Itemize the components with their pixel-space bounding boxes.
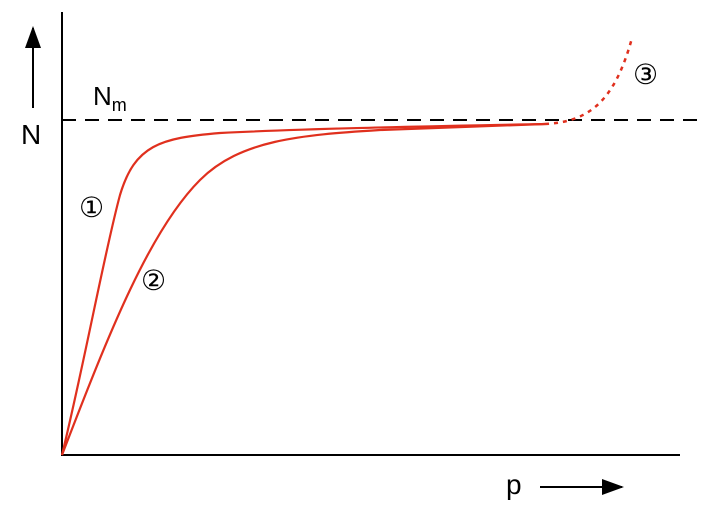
curve-3-dotted	[544, 37, 634, 126]
curve-1	[60, 122, 546, 456]
y-axis-label: N	[21, 119, 41, 150]
curve-2	[60, 122, 546, 456]
curve-3-label: ③	[633, 59, 658, 90]
curve-2-label: ②	[141, 265, 166, 296]
plateau-label-sub: m	[112, 95, 127, 115]
curve-1-label: ①	[79, 192, 104, 223]
plateau-label: Nm	[93, 81, 127, 115]
x-axis-label: p	[506, 469, 522, 500]
plateau-label-main: N	[93, 81, 112, 111]
